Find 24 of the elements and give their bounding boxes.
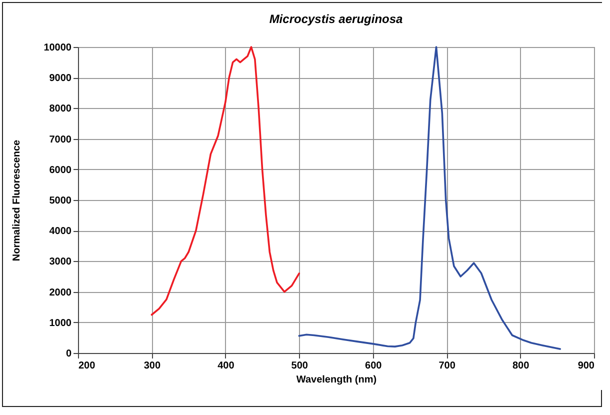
y-tick-label: 7000 — [49, 134, 72, 146]
y-tick-label: 5000 — [49, 196, 72, 206]
line-series — [150, 46, 300, 316]
y-tick-label: 0 — [66, 348, 72, 360]
x-tick-label: 700 — [438, 360, 456, 372]
chart-title: Microcystis aeruginosa — [269, 12, 404, 26]
x-tick-label: 500 — [291, 360, 308, 372]
x-axis-title: Wavelength (nm) — [296, 374, 377, 386]
x-tick-label: 300 — [144, 360, 161, 372]
y-tick-label: 8000 — [49, 104, 72, 115]
y-tick-label: 4000 — [49, 226, 72, 238]
y-tick-label: 1000 — [49, 318, 72, 329]
x-tick-label: 600 — [365, 360, 382, 372]
x-tick-label: 900 — [578, 360, 595, 372]
y-tick-label: 10000 — [44, 42, 72, 54]
x-tick-label: 200 — [78, 360, 96, 372]
line-series — [298, 46, 561, 350]
x-tick-label: 400 — [218, 360, 235, 372]
y-axis-title: Normalized Fluorescence — [12, 139, 23, 262]
y-tick-label: 6000 — [49, 164, 72, 176]
y-tick-label: 3000 — [49, 256, 72, 268]
x-tick-label: 800 — [512, 360, 530, 372]
y-tick-label: 9000 — [49, 73, 72, 84]
y-tick-label: 2000 — [49, 287, 72, 298]
